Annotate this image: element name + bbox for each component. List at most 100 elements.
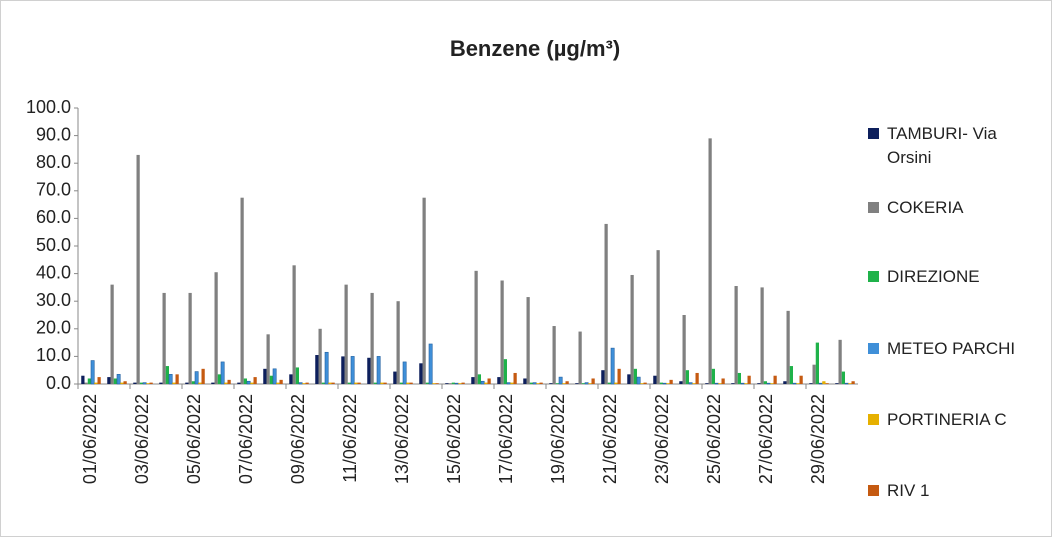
bar <box>818 382 823 385</box>
bar <box>601 370 605 384</box>
bar <box>848 383 852 384</box>
bar <box>708 138 712 384</box>
bar <box>198 382 202 384</box>
bar <box>506 382 511 385</box>
bar <box>578 331 582 384</box>
bar <box>630 274 634 384</box>
bar <box>428 343 433 385</box>
legend-label: DIREZIONE <box>887 267 980 286</box>
y-tick-label: 50.0 <box>36 235 71 255</box>
bar <box>116 374 121 385</box>
legend-label: METEO PARCHI <box>887 339 1016 358</box>
bar <box>185 382 189 384</box>
bar <box>367 357 371 384</box>
bar <box>136 154 140 384</box>
bar <box>448 383 452 384</box>
bar <box>497 377 501 384</box>
bar <box>445 383 449 384</box>
bar <box>838 339 842 384</box>
bar <box>253 377 257 384</box>
bar <box>558 376 563 385</box>
bar <box>461 382 465 384</box>
bar <box>214 272 218 384</box>
bar <box>636 376 641 385</box>
bar <box>591 378 595 384</box>
bar <box>81 375 85 384</box>
bar <box>142 382 147 385</box>
bar <box>792 382 797 385</box>
bar <box>373 382 377 384</box>
x-tick-label: 21/06/2022 <box>600 394 620 484</box>
x-tick-label: 15/06/2022 <box>444 394 464 484</box>
bar <box>484 382 488 384</box>
bar <box>604 223 608 384</box>
bar <box>422 197 426 384</box>
bar <box>172 382 176 384</box>
bar <box>87 378 91 384</box>
bar <box>737 372 741 384</box>
legend-label: PORTINERIA C <box>887 410 1007 429</box>
bar <box>315 355 319 384</box>
bar <box>718 383 722 384</box>
bar <box>276 382 280 384</box>
bar <box>835 383 839 384</box>
y-tick-label: 0.0 <box>46 373 71 393</box>
bar <box>786 310 790 384</box>
x-tick-label: 07/06/2022 <box>236 394 256 484</box>
bar <box>279 379 283 384</box>
bar <box>324 351 329 385</box>
bar <box>263 368 267 384</box>
bar <box>666 383 670 384</box>
bar <box>409 382 413 384</box>
bar <box>220 361 225 385</box>
bar <box>584 382 589 385</box>
bar <box>740 382 745 385</box>
bar <box>747 375 751 384</box>
bar <box>237 382 241 384</box>
bar <box>581 383 585 384</box>
bar <box>425 382 429 384</box>
bar <box>458 383 462 384</box>
legend-swatch <box>868 343 879 354</box>
bar <box>562 383 566 384</box>
bar <box>159 382 163 384</box>
bar <box>695 372 699 384</box>
bar <box>451 382 455 384</box>
x-tick-label: 13/06/2022 <box>392 394 412 484</box>
bar <box>617 368 621 384</box>
legend-label: TAMBURI- Via Orsini <box>887 124 997 167</box>
chart-title: Benzene (µg/m³) <box>450 36 620 61</box>
bar <box>510 382 514 384</box>
bar <box>812 364 816 384</box>
bar <box>627 374 631 384</box>
bar <box>354 382 358 384</box>
x-tick-label: 05/06/2022 <box>184 394 204 484</box>
bar <box>640 383 644 384</box>
bar <box>432 383 436 384</box>
bar <box>295 367 299 384</box>
bar <box>331 382 335 384</box>
bar <box>123 381 127 384</box>
bar <box>435 383 439 384</box>
bar <box>500 280 504 384</box>
bar <box>370 292 374 384</box>
bar <box>851 381 855 384</box>
bar <box>240 197 244 384</box>
bar <box>321 382 325 384</box>
bar <box>766 382 771 385</box>
legend-swatch <box>868 485 879 496</box>
y-tick-label: 20.0 <box>36 318 71 338</box>
bar <box>721 378 725 384</box>
bar <box>97 377 101 384</box>
bar <box>526 297 530 384</box>
bar <box>688 382 693 385</box>
bar <box>662 382 667 385</box>
x-tick-label: 27/06/2022 <box>756 394 776 484</box>
bar <box>133 382 137 384</box>
bar <box>419 363 423 384</box>
bar <box>763 381 767 384</box>
bar <box>477 374 481 384</box>
bar <box>107 377 111 384</box>
